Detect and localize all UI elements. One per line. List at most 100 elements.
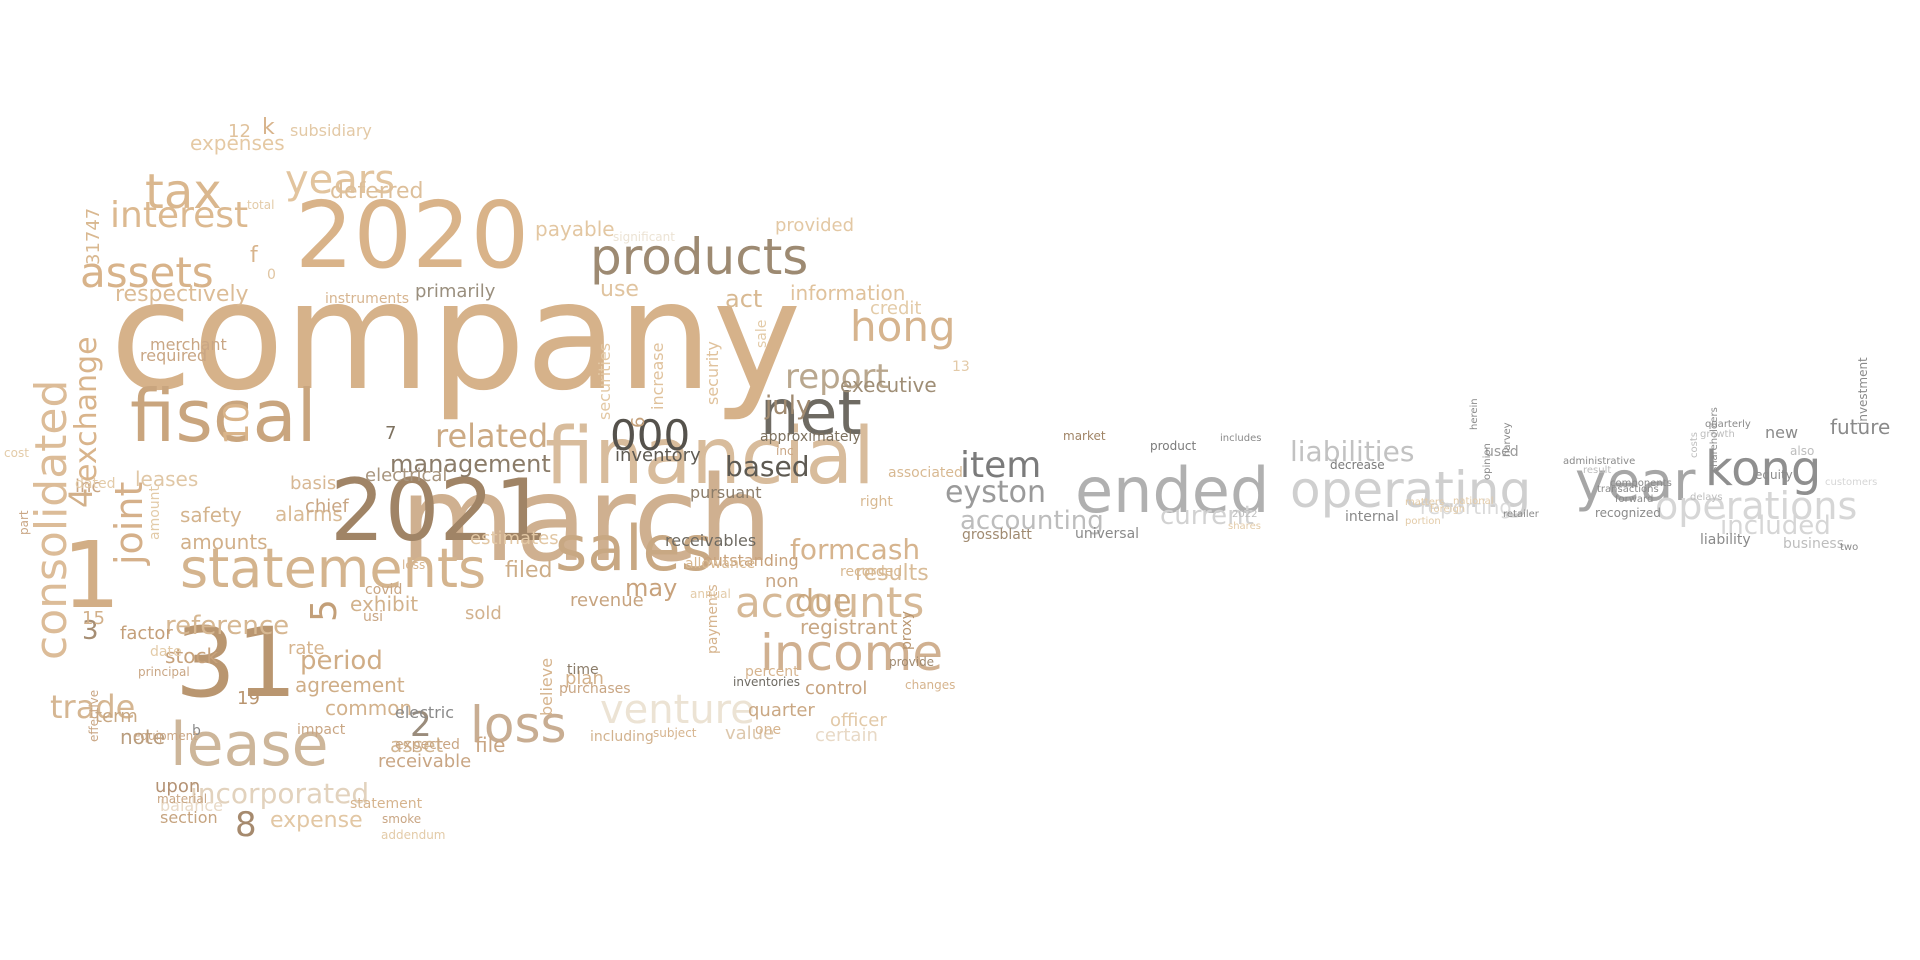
word-proxy: proxy: [899, 610, 915, 650]
word-term: term: [95, 706, 138, 727]
word-upon: upon: [155, 776, 201, 797]
word-current: current: [1160, 501, 1254, 531]
word-allowance: allowance: [685, 556, 756, 572]
word-officer: officer: [830, 710, 887, 731]
word-herein: herein: [1469, 398, 1480, 430]
word-incorporated: incorporated: [190, 777, 370, 810]
word-12: 12: [228, 121, 251, 142]
word-2021: 2021: [330, 461, 549, 561]
word-31: 31: [175, 607, 298, 719]
word-impact: impact: [297, 722, 346, 738]
word-alarms: alarms: [275, 502, 343, 526]
word-loss: loss: [470, 696, 567, 754]
word-usi: usi: [363, 609, 384, 625]
word-july: july: [765, 391, 812, 421]
word-file: file: [475, 733, 506, 757]
word-2022: 2022: [1232, 509, 1258, 520]
word-decrease: decrease: [1330, 458, 1385, 472]
word-product: product: [1150, 439, 1197, 453]
word-certain: certain: [815, 725, 878, 746]
word-subsidiary: subsidiary: [290, 121, 372, 140]
word-matters: matters: [1405, 497, 1445, 508]
word-costs: costs: [1689, 432, 1700, 458]
word-note: note: [120, 725, 166, 749]
word-equipment: equipment: [133, 729, 198, 743]
word-recognized: recognized: [1595, 506, 1661, 520]
word-associated: associated: [888, 465, 963, 481]
word-cost: cost: [4, 446, 29, 460]
word-reference: reference: [165, 611, 290, 641]
word-kong: kong: [1705, 441, 1822, 497]
word-payable: payable: [535, 217, 615, 241]
word-harvey: harvey: [1502, 422, 1513, 457]
word-ended: ended: [1075, 454, 1270, 527]
word-1: 1: [62, 522, 121, 629]
word-due: due: [795, 584, 852, 619]
word-part: part: [17, 510, 31, 535]
word-increase: increase: [648, 342, 667, 410]
word-market: market: [1063, 429, 1106, 443]
word-basis: basis: [290, 473, 337, 494]
word-inventory: inventory: [615, 445, 701, 466]
word-use: use: [600, 277, 639, 302]
word-statements: statements: [180, 537, 487, 600]
word-stock: stock: [165, 644, 219, 668]
word-b: b: [192, 723, 201, 739]
word-merchant: merchant: [150, 335, 227, 354]
word-sold: sold: [465, 603, 502, 624]
word-principal: principal: [138, 665, 190, 679]
word-covid: covid: [365, 582, 403, 598]
word-believe: believe: [537, 657, 556, 716]
word-agreement: agreement: [295, 673, 405, 697]
word-management: management: [390, 450, 551, 478]
word-includes: includes: [1220, 433, 1262, 444]
word-universal: universal: [1075, 526, 1140, 542]
word-national: national: [1453, 496, 1494, 507]
word-subject: subject: [653, 726, 697, 740]
word-addendum: addendum: [381, 828, 446, 842]
word-value: value: [725, 723, 775, 744]
word-primarily: primarily: [415, 281, 496, 302]
word-exhibit: exhibit: [350, 592, 419, 616]
word-trade: trade: [50, 688, 136, 726]
word-products: products: [590, 228, 809, 286]
word-business: business: [1783, 536, 1845, 552]
word-customers: customers: [1825, 477, 1878, 488]
word-expense: expense: [270, 808, 363, 833]
word-expected: expected: [395, 737, 460, 753]
word-net: net: [760, 376, 862, 449]
word-growth: growth: [1700, 429, 1735, 440]
word-f: f: [250, 243, 258, 268]
word-one: one: [755, 722, 782, 738]
word-date: date: [150, 644, 182, 660]
word-common: common: [325, 696, 413, 720]
word-operating: operating: [1290, 461, 1532, 519]
word-lease: lease: [170, 710, 329, 780]
word-delays: delays: [1690, 492, 1723, 503]
word-future: future: [1830, 415, 1891, 439]
word-operations: operations: [1655, 484, 1858, 528]
word-right: right: [860, 494, 893, 510]
word-joint: joint: [107, 481, 151, 565]
word-new: new: [1765, 423, 1799, 442]
word-leases: leases: [135, 467, 199, 491]
word-quarterly: quarterly: [1705, 419, 1751, 430]
word-sales: sales: [555, 512, 713, 585]
word-act: act: [725, 285, 763, 313]
word-control: control: [805, 678, 868, 699]
word-000: 000: [610, 411, 691, 460]
word-2020: 2020: [295, 182, 530, 289]
word-interest: interest: [110, 195, 249, 236]
word-receivables: receivables: [665, 531, 757, 550]
word-8: 8: [235, 805, 257, 845]
word-asset: asset: [390, 733, 444, 757]
word-sale: sale: [754, 319, 770, 348]
word-information: information: [790, 281, 906, 305]
word-5: 5: [304, 599, 345, 622]
word-portion: portion: [1405, 516, 1441, 527]
word-provide: provide: [889, 655, 935, 669]
word-years: years: [285, 157, 396, 203]
word-quarter: quarter: [748, 700, 815, 721]
word-k: k: [262, 115, 275, 140]
